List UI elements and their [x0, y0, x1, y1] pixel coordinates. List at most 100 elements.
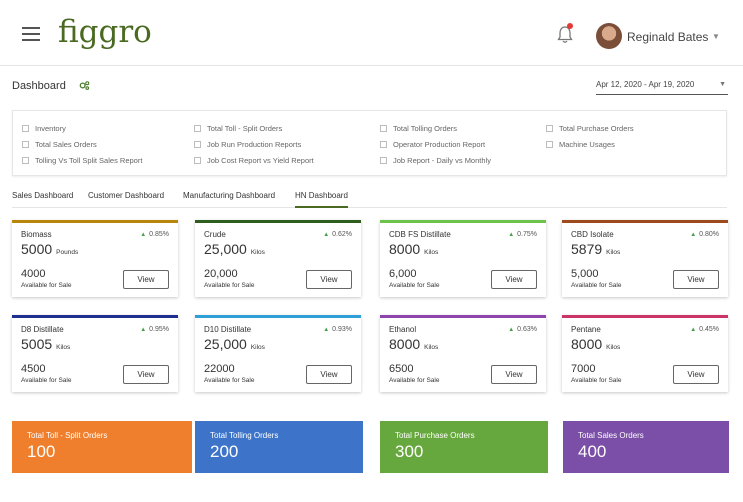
filter-checkbox[interactable]: Total Purchase Orders — [546, 123, 634, 133]
available-label: Available for Sale — [21, 282, 72, 289]
change-percent: 0.85% — [149, 231, 169, 238]
date-range-value: Apr 12, 2020 - Apr 19, 2020 — [596, 80, 695, 89]
view-button[interactable]: View — [491, 365, 537, 384]
product-card: Biomass ▲ 0.85% 5000 Pounds 4000 Available for… — [12, 220, 178, 297]
report-filter-panel: Inventory Total Sales Orders Tolling Vs … — [12, 110, 727, 176]
product-name: Crude — [204, 230, 226, 239]
available-quantity: 6,000 — [389, 268, 417, 280]
quantity-value: 5000 — [21, 241, 53, 257]
available-quantity: 7000 — [571, 363, 596, 375]
summary-tile[interactable]: Total Tolling Orders 200 — [195, 421, 363, 473]
filter-checkbox[interactable]: Machine Usages — [546, 139, 615, 149]
available-label: Available for Sale — [571, 377, 622, 384]
quantity-value: 25,000 — [204, 336, 247, 352]
available-label: Available for Sale — [389, 377, 440, 384]
settings-gear-icon[interactable] — [79, 80, 90, 91]
user-avatar[interactable] — [596, 23, 622, 49]
summary-tile[interactable]: Total Purchase Orders 300 — [380, 421, 548, 473]
product-name: D10 Distillate — [204, 325, 252, 334]
product-quantity: 5000 Pounds — [21, 241, 78, 257]
trend-up-icon: ▲ — [323, 232, 330, 238]
product-card: Pentane ▲ 0.45% 8000 Kilos 7000 Available for … — [562, 315, 728, 392]
user-menu-caret-icon[interactable]: ▼ — [712, 32, 720, 41]
tab-manufacturing-dashboard[interactable]: Manufacturing Dashboard — [183, 191, 276, 200]
view-button[interactable]: View — [673, 270, 719, 289]
product-quantity: 8000 Kilos — [389, 241, 438, 257]
filter-checkbox[interactable]: Total Sales Orders — [22, 139, 97, 149]
view-button[interactable]: View — [306, 270, 352, 289]
tile-label: Total Sales Orders — [578, 431, 644, 440]
change-percent: 0.75% — [517, 231, 537, 238]
change-indicator: ▲ 0.63% — [508, 326, 537, 333]
hamburger-menu-icon[interactable] — [22, 27, 40, 41]
trend-up-icon: ▲ — [323, 327, 330, 333]
product-card: CDB FS Distillate ▲ 0.75% 8000 Kilos 6,000 Ava… — [380, 220, 546, 297]
product-name: D8 Distillate — [21, 325, 64, 334]
page-title: Dashboard — [12, 80, 66, 92]
quantity-unit: Kilos — [606, 344, 621, 351]
view-button[interactable]: View — [123, 270, 169, 289]
product-quantity: 25,000 Kilos — [204, 336, 265, 352]
product-card: Ethanol ▲ 0.63% 8000 Kilos 6500 Available for … — [380, 315, 546, 392]
summary-tile[interactable]: Total Toll - Split Orders 100 — [12, 421, 192, 473]
trend-up-icon: ▲ — [690, 232, 697, 238]
change-percent: 0.45% — [699, 326, 719, 333]
available-label: Available for Sale — [389, 282, 440, 289]
top-header: figgro Reginald Bates ▼ — [0, 0, 743, 66]
summary-tile[interactable]: Total Sales Orders 400 — [563, 421, 729, 473]
quantity-value: 8000 — [389, 241, 421, 257]
available-quantity: 22000 — [204, 363, 235, 375]
change-percent: 0.62% — [332, 231, 352, 238]
available-quantity: 20,000 — [204, 268, 238, 280]
quantity-value: 8000 — [571, 336, 603, 352]
change-percent: 0.63% — [517, 326, 537, 333]
product-quantity: 8000 Kilos — [571, 336, 620, 352]
quantity-unit: Pounds — [56, 249, 79, 256]
view-button[interactable]: View — [491, 270, 537, 289]
tile-value: 300 — [395, 442, 424, 461]
quantity-value: 8000 — [389, 336, 421, 352]
product-card: D8 Distillate ▲ 0.95% 5005 Kilos 4500 Availabl… — [12, 315, 178, 392]
product-name: CBD Isolate — [571, 230, 614, 239]
view-button[interactable]: View — [306, 365, 352, 384]
product-quantity: 5005 Kilos — [21, 336, 70, 352]
available-label: Available for Sale — [204, 377, 255, 384]
available-label: Available for Sale — [204, 282, 255, 289]
product-name: Ethanol — [389, 325, 417, 334]
change-indicator: ▲ 0.93% — [323, 326, 352, 333]
quantity-value: 5005 — [21, 336, 53, 352]
quantity-unit: Kilos — [606, 249, 621, 256]
filter-checkbox[interactable]: Total Tolling Orders — [380, 123, 457, 133]
product-name: Biomass — [21, 230, 52, 239]
view-button[interactable]: View — [673, 365, 719, 384]
date-range-select[interactable]: Apr 12, 2020 - Apr 19, 2020 ▼ — [596, 78, 728, 95]
change-indicator: ▲ 0.75% — [508, 231, 537, 238]
product-card: CBD Isolate ▲ 0.80% 5879 Kilos 5,000 Available… — [562, 220, 728, 297]
quantity-unit: Kilos — [424, 249, 439, 256]
quantity-unit: Kilos — [424, 344, 439, 351]
filter-checkbox[interactable]: Job Run Production Reports — [194, 139, 301, 149]
tab-sales-dashboard[interactable]: Sales Dashboard — [12, 191, 74, 200]
product-card: D10 Distillate ▲ 0.93% 25,000 Kilos 22000 Avai… — [195, 315, 361, 392]
view-button[interactable]: View — [123, 365, 169, 384]
available-quantity: 4000 — [21, 268, 46, 280]
filter-checkbox[interactable]: Job Report - Daily vs Monthly — [380, 155, 491, 165]
tab-hn-dashboard[interactable]: HN Dashboard — [295, 191, 348, 208]
filter-checkbox[interactable]: Job Cost Report vs Yield Report — [194, 155, 314, 165]
user-name[interactable]: Reginald Bates — [627, 30, 709, 44]
tab-customer-dashboard[interactable]: Customer Dashboard — [88, 191, 165, 200]
filter-checkbox[interactable]: Tolling Vs Toll Split Sales Report — [22, 155, 142, 165]
filter-checkbox[interactable]: Operator Production Report — [380, 139, 485, 149]
change-indicator: ▲ 0.85% — [140, 231, 169, 238]
quantity-unit: Kilos — [56, 344, 71, 351]
change-percent: 0.80% — [699, 231, 719, 238]
product-name: CDB FS Distillate — [389, 230, 451, 239]
filter-checkbox[interactable]: Inventory — [22, 123, 66, 133]
quantity-value: 25,000 — [204, 241, 247, 257]
notification-badge — [567, 23, 573, 29]
tile-label: Total Purchase Orders — [395, 431, 475, 440]
change-indicator: ▲ 0.45% — [690, 326, 719, 333]
filter-checkbox[interactable]: Total Toll - Split Orders — [194, 123, 282, 133]
available-quantity: 4500 — [21, 363, 46, 375]
trend-up-icon: ▲ — [508, 327, 515, 333]
